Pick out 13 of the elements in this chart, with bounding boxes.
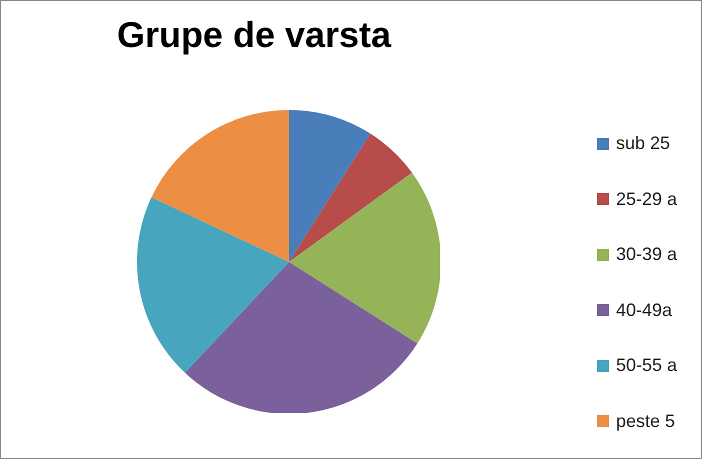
legend-label: sub 25 [616,133,670,153]
pie-slice [137,197,289,373]
legend-label: 40-49a [616,300,672,320]
legend-label: 30-39 a [616,244,678,264]
legend-label: peste 5 [616,410,676,430]
pie-slice [289,110,370,262]
pie-slice [184,262,418,413]
pie-slice [289,172,440,344]
pie-slice [289,134,412,262]
chart-title: Grupe de varsta [116,14,392,55]
legend-label: 50-55 a [616,355,678,375]
legend-label: 25-29 a [616,188,678,208]
pie-slice [151,110,289,262]
